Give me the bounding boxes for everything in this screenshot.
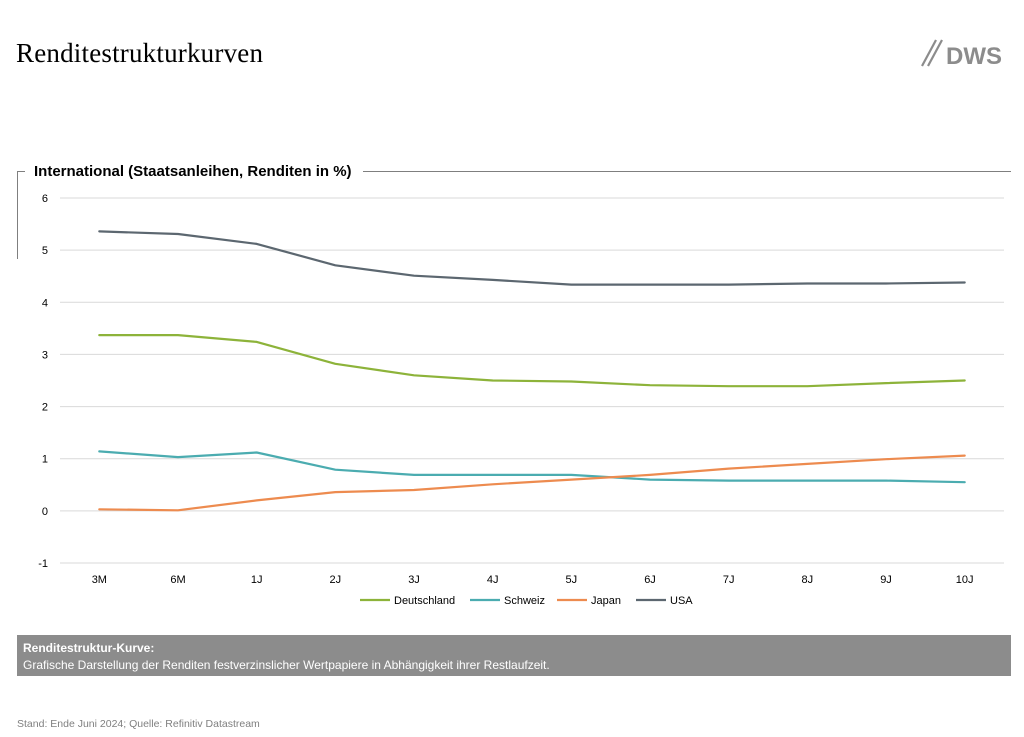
x-tick-label: 3M [92, 574, 107, 586]
y-tick-label: 1 [42, 454, 48, 466]
x-tick-label: 5J [566, 574, 578, 586]
frame-corner [17, 171, 25, 172]
y-tick-label: 4 [42, 297, 48, 309]
definition-box: Renditestruktur-Kurve: Grafische Darstel… [17, 635, 1011, 676]
logo-text: DWS [946, 43, 1002, 70]
x-tick-label: 7J [723, 574, 735, 586]
x-tick-label: 6J [644, 574, 656, 586]
x-tick-label: 3J [408, 574, 420, 586]
x-tick-label: 2J [330, 574, 342, 586]
source-note: Stand: Ende Juni 2024; Quelle: Refinitiv… [17, 718, 260, 730]
series-line-deutschland [98, 334, 966, 388]
x-tick-label: 9J [880, 574, 892, 586]
x-tick-label: 10J [956, 574, 974, 586]
legend-label-usa: USA [670, 595, 693, 607]
legend-label-japan: Japan [591, 595, 621, 607]
y-tick-label: -1 [38, 558, 48, 570]
y-tick-label: 0 [42, 506, 48, 518]
legend-label-deutschland: Deutschland [394, 595, 455, 607]
x-tick-label: 1J [251, 574, 263, 586]
x-tick-label: 8J [802, 574, 814, 586]
series-line-usa [98, 230, 966, 286]
chart-heading: International (Staatsanleihen, Renditen … [34, 163, 352, 180]
heading-rule [363, 171, 1011, 172]
dws-logo: DWS [921, 39, 1002, 70]
y-tick-label: 6 [42, 193, 48, 205]
y-tick-label: 3 [42, 349, 48, 361]
frame-corner-vertical [17, 171, 18, 259]
page-title: Renditestrukturkurven [16, 38, 264, 68]
y-tick-label: 2 [42, 402, 48, 414]
definition-text: Grafische Darstellung der Renditen festv… [23, 658, 550, 672]
definition-title: Renditestruktur-Kurve: [23, 641, 155, 655]
series-line-schweiz [98, 450, 966, 484]
legend-label-schweiz: Schweiz [504, 595, 545, 607]
x-tick-label: 4J [487, 574, 499, 586]
y-tick-label: 5 [42, 245, 48, 257]
series-line-japan [98, 454, 966, 512]
x-tick-label: 6M [170, 574, 185, 586]
